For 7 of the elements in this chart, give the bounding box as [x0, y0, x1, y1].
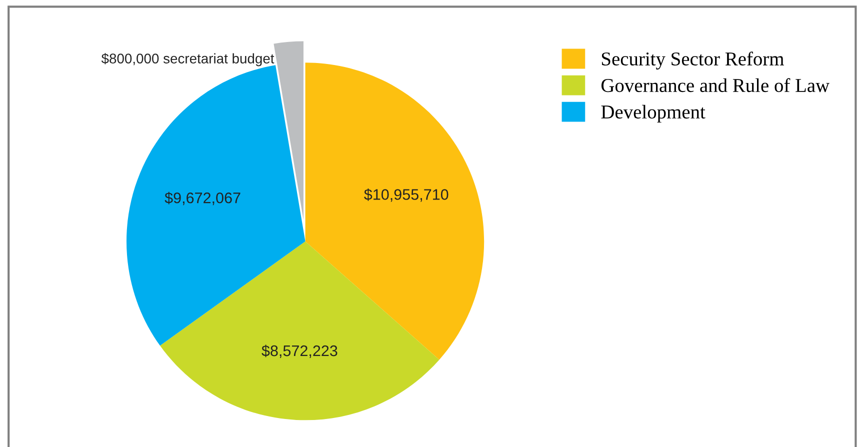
data-label: $9,672,067 — [164, 192, 240, 206]
data-label: $800,000 secretariat budget — [101, 53, 274, 66]
legend-label: Governance and Rule of Law — [601, 78, 830, 92]
data-label: $8,572,223 — [262, 344, 338, 358]
data-label: $10,955,710 — [364, 188, 448, 202]
legend-label: Security Sector Reform — [602, 52, 784, 70]
legend-label: Development — [601, 104, 706, 123]
